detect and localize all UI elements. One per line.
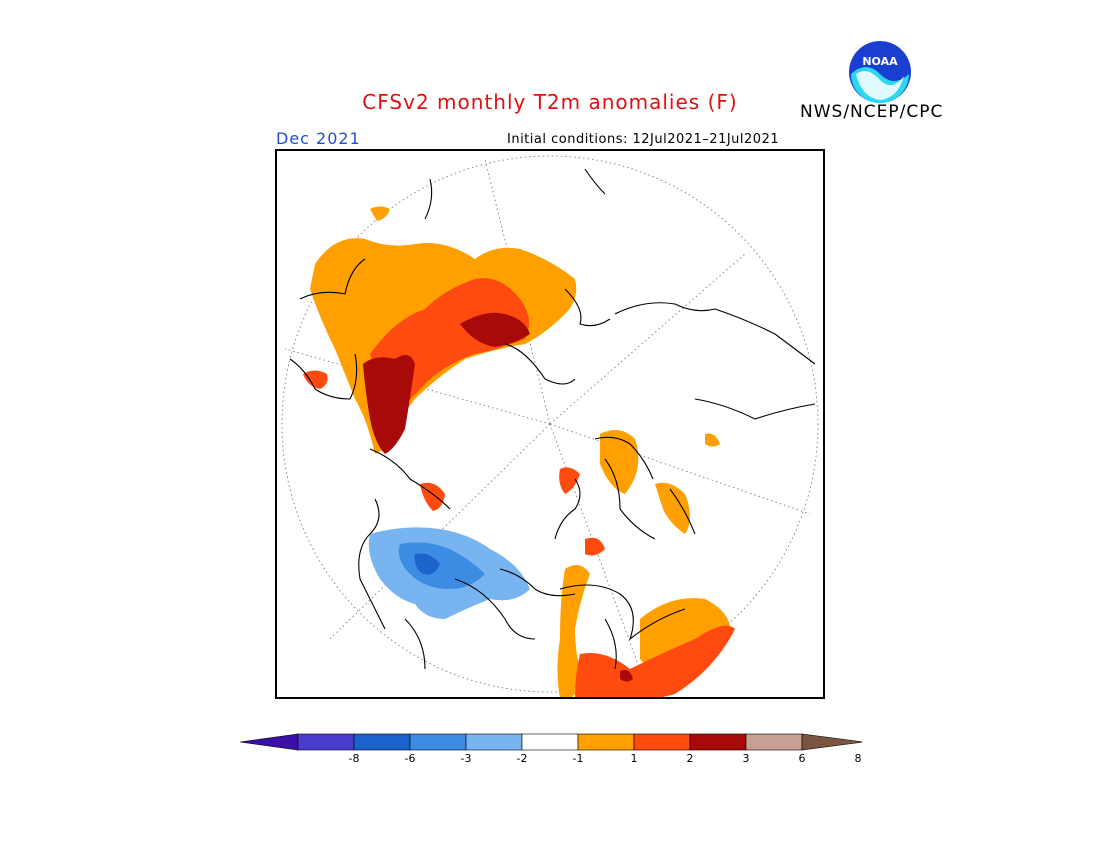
colorbar-swatch bbox=[633, 733, 691, 751]
anomaly-scandinavia-orange bbox=[600, 430, 639, 494]
polar-map bbox=[275, 149, 825, 699]
colorbar-tick-label: -1 bbox=[573, 752, 584, 765]
anomaly-canada-dark-blue bbox=[414, 553, 440, 575]
anomaly-europe-red bbox=[575, 625, 735, 699]
anomaly-chukotka-dark bbox=[460, 312, 530, 347]
map-boundary bbox=[281, 155, 819, 693]
coastlines bbox=[289, 168, 816, 670]
forecast-month: Dec 2021 bbox=[276, 129, 361, 148]
colorbar-tick-label: -3 bbox=[461, 752, 472, 765]
anomaly-far-east-red bbox=[303, 370, 328, 389]
initial-conditions: Initial conditions: 12Jul2021–21Jul2021 bbox=[507, 132, 780, 147]
colorbar-tick-label: -2 bbox=[517, 752, 528, 765]
colorbar-swatch bbox=[409, 733, 467, 751]
colorbar-swatch bbox=[465, 733, 523, 751]
colorbar-tick-label: 6 bbox=[799, 752, 806, 765]
colorbar-tick-label: 8 bbox=[855, 752, 862, 765]
anomaly-europe-red-small bbox=[585, 537, 605, 556]
colorbar-swatch bbox=[521, 733, 579, 751]
colorbar-swatch bbox=[297, 733, 355, 751]
colorbar-swatch bbox=[353, 733, 411, 751]
colorbar-arrow-low bbox=[240, 733, 299, 751]
anomaly-siberia-dark bbox=[363, 355, 415, 454]
colorbar-arrow-high bbox=[801, 733, 862, 751]
anomaly-europe-dark bbox=[620, 670, 633, 682]
noaa-logo-icon: NOAA bbox=[849, 41, 911, 103]
colorbar-tick-label: -8 bbox=[349, 752, 360, 765]
anomaly-atlantic-orange bbox=[557, 565, 590, 699]
logo-text: NOAA bbox=[862, 55, 898, 68]
anomaly-kamchatka-orange bbox=[370, 206, 390, 221]
anomaly-eastern-russia-orange bbox=[655, 482, 690, 534]
chart-title: CFSv2 monthly T2m anomalies (F) bbox=[362, 90, 738, 114]
colorbar-tick-label: 3 bbox=[743, 752, 750, 765]
colorbar-swatch bbox=[577, 733, 635, 751]
colorbar-swatch bbox=[745, 733, 803, 751]
colorbar-swatch bbox=[689, 733, 747, 751]
anomaly-greenland-red bbox=[559, 467, 580, 494]
anomaly-e-siberia-orange-small bbox=[705, 433, 720, 447]
colorbar-tick-label: 2 bbox=[687, 752, 694, 765]
colorbar: -8 -6 -3 -2 -1 1 2 3 6 8 bbox=[240, 733, 862, 765]
colorbar-tick-label: 1 bbox=[631, 752, 638, 765]
agency-label: NWS/NCEP/CPC bbox=[800, 102, 944, 122]
map-frame bbox=[275, 149, 825, 699]
colorbar-tick-label: -6 bbox=[405, 752, 416, 765]
